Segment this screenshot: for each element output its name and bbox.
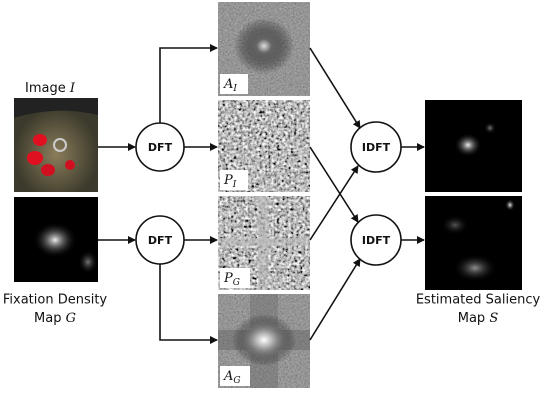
fixation-label: Fixation Density <box>3 293 108 308</box>
output-label: Estimated Saliency <box>416 293 541 308</box>
output-map <box>425 100 522 192</box>
dft-label: DFT <box>148 141 173 154</box>
fixation-label: Map G <box>34 311 76 326</box>
fixation-map <box>14 197 98 282</box>
diagram: Image I Fixation Density Map G DFT DFT I… <box>0 0 548 390</box>
idft-label: IDFT <box>362 234 391 247</box>
output-label: Map S <box>458 311 499 326</box>
input-label: Image I <box>25 81 76 96</box>
input-image <box>14 98 98 192</box>
idft-label: IDFT <box>362 141 391 154</box>
dft-label: DFT <box>148 234 173 247</box>
output-map <box>425 196 522 290</box>
